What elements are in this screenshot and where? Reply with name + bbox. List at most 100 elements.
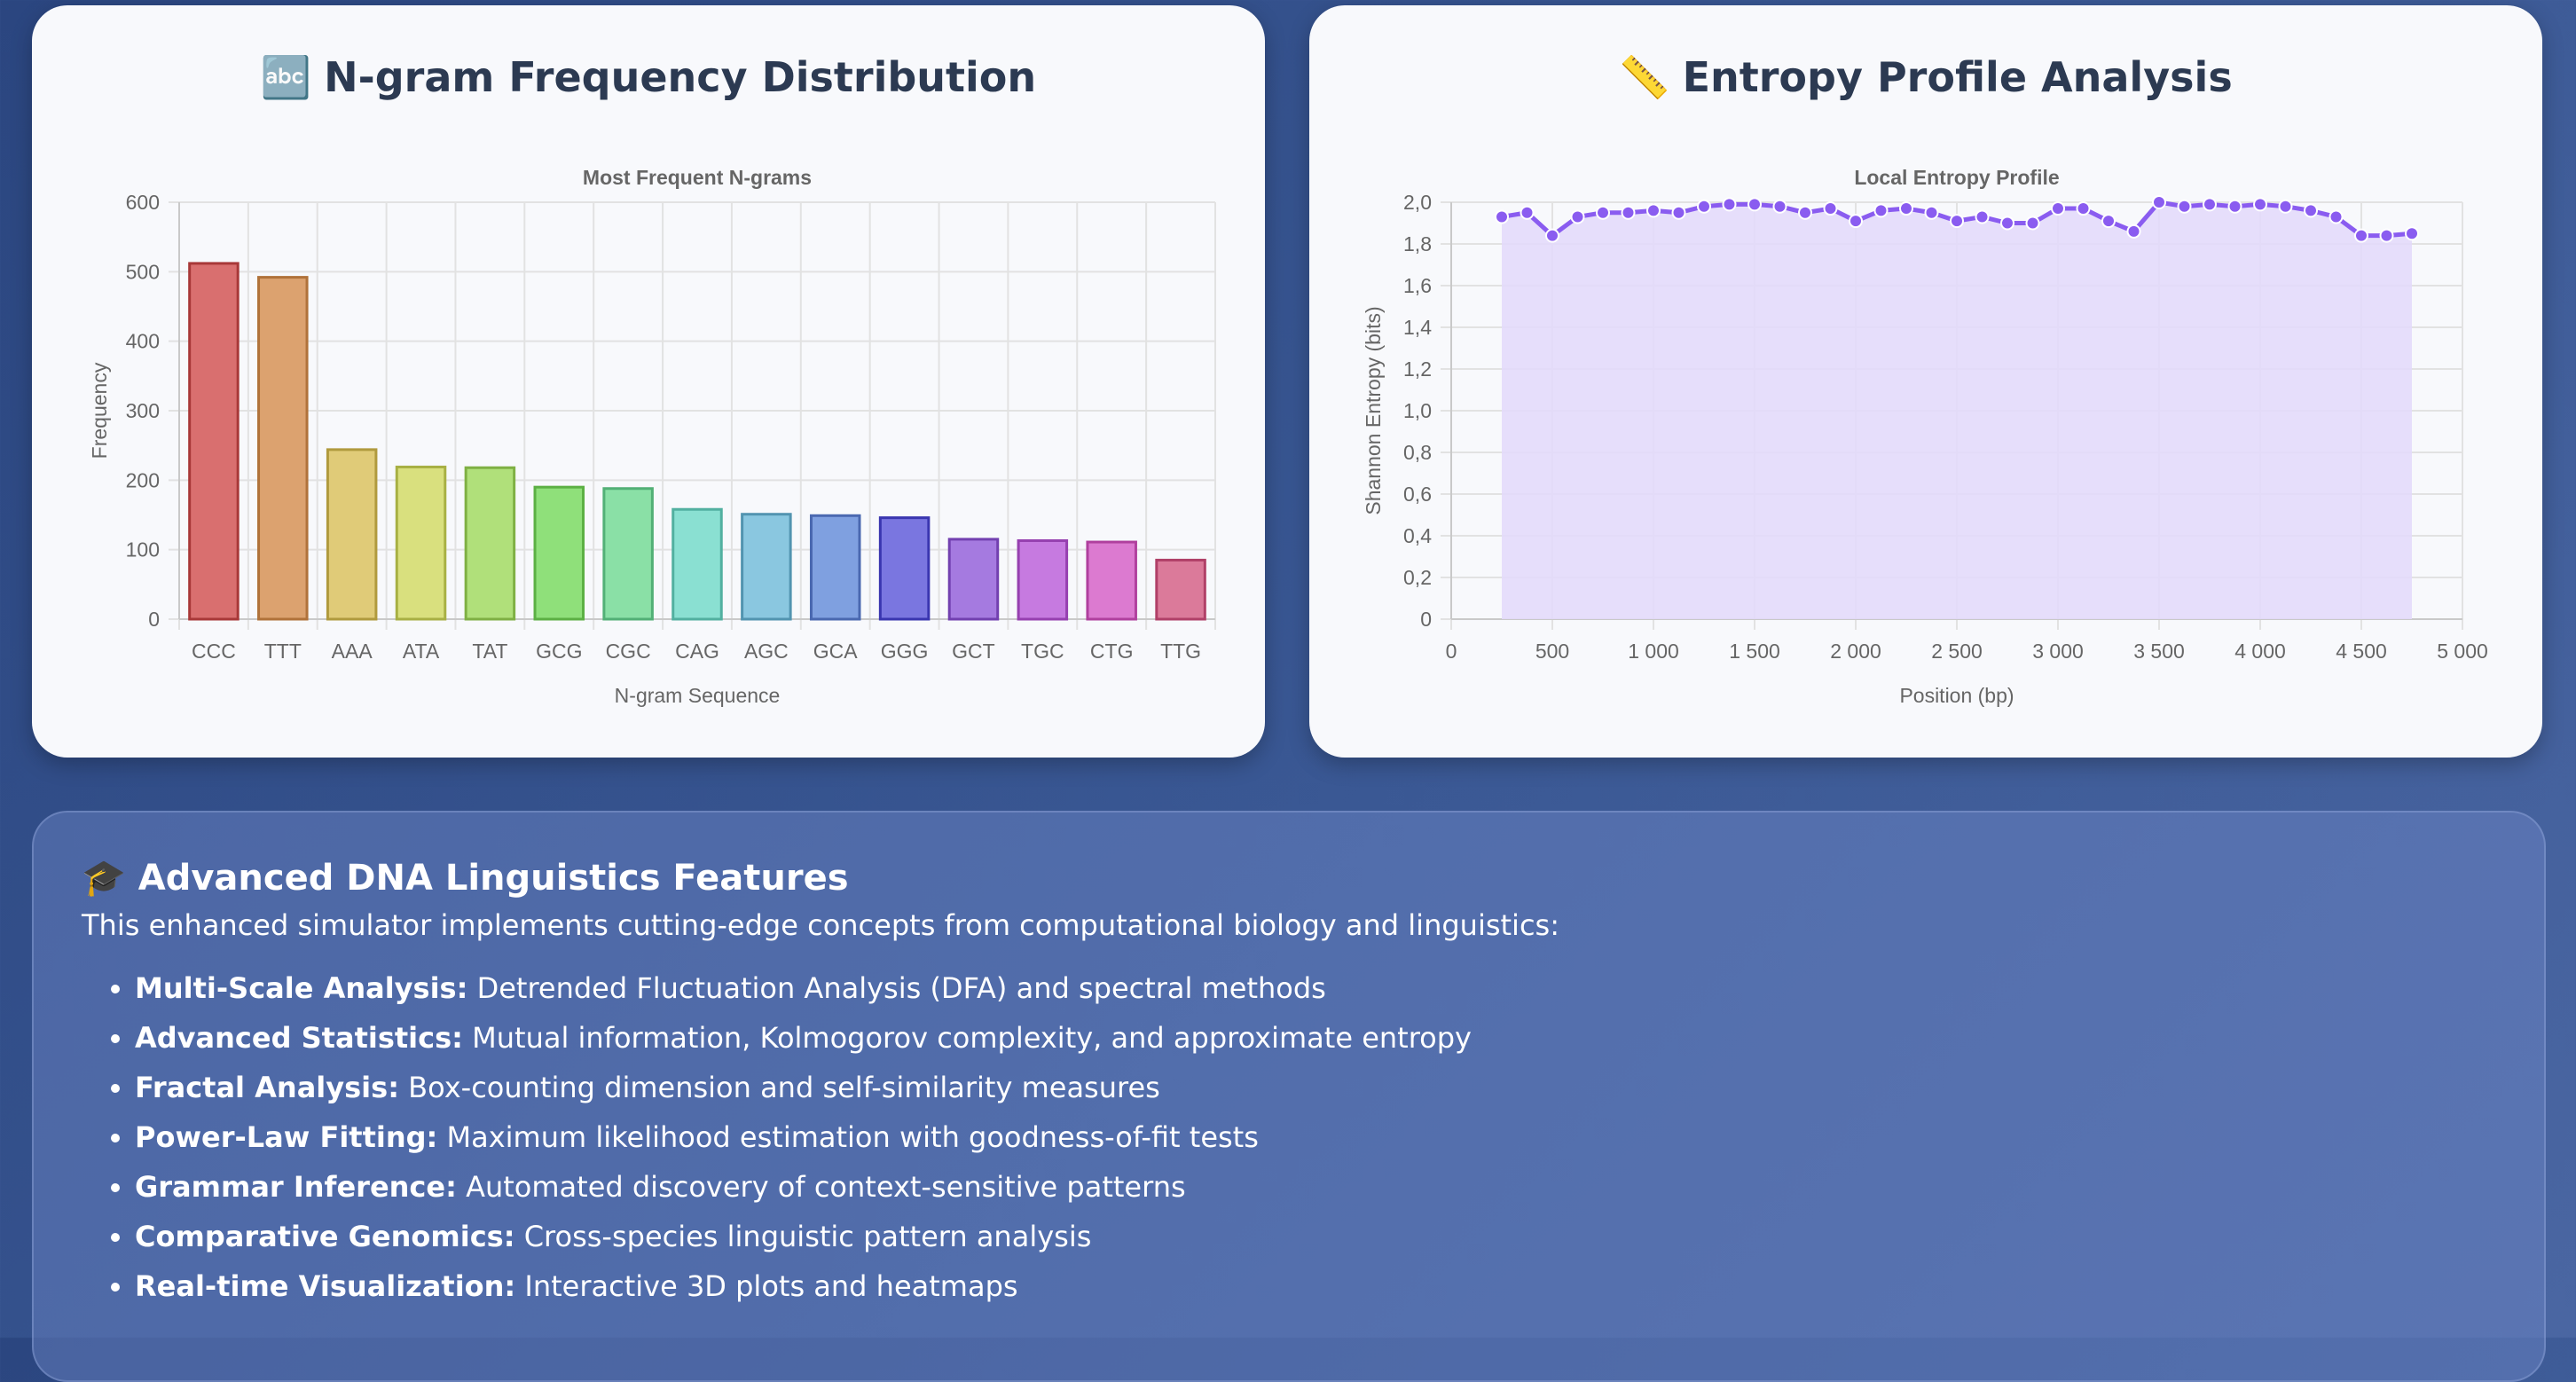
ngram-card-title: 🔤 N-gram Frequency Distribution xyxy=(32,53,1265,102)
x-tick-label: TTG xyxy=(1160,640,1201,663)
feature-item: Real-time Visualization: Interactive 3D … xyxy=(135,1261,1472,1311)
entropy-point xyxy=(2126,224,2141,239)
entropy-point xyxy=(1798,205,1812,220)
features-list: Multi-Scale Analysis: Detrended Fluctuat… xyxy=(83,963,1472,1311)
y-tick-label: 600 xyxy=(126,191,160,214)
x-tick-label: CGC xyxy=(606,640,651,663)
graduation-cap-icon: 🎓 xyxy=(82,858,126,899)
bar xyxy=(878,516,931,621)
bar xyxy=(1086,540,1137,621)
y-tick-label: 1,6 xyxy=(1403,274,1432,297)
entropy-point xyxy=(2177,199,2192,214)
feature-desc: Interactive 3D plots and heatmaps xyxy=(515,1269,1018,1303)
entropy-point xyxy=(2278,199,2293,214)
x-tick-label: 4 000 xyxy=(2234,640,2286,663)
x-tick-label: 3 000 xyxy=(2032,640,2084,663)
entropy-point xyxy=(1570,209,1585,224)
bar xyxy=(1155,558,1206,621)
entropy-point xyxy=(2253,197,2267,212)
entropy-area-fill xyxy=(1502,202,2412,619)
x-tick-label: 5 000 xyxy=(2437,640,2488,663)
feature-item: Multi-Scale Analysis: Detrended Fluctuat… xyxy=(135,963,1472,1013)
entropy-point xyxy=(1747,197,1762,212)
ngram-chart-card: 🔤 N-gram Frequency Distribution Most Freq… xyxy=(32,5,1265,758)
feature-desc: Box-counting dimension and self-similari… xyxy=(398,1071,1160,1104)
ngram-title-text: N-gram Frequency Distribution xyxy=(324,53,1037,101)
x-tick-label: TTT xyxy=(264,640,302,663)
y-tick-label: 1,8 xyxy=(1403,232,1432,255)
entropy-point xyxy=(2405,226,2419,241)
entropy-point xyxy=(1520,205,1535,220)
y-tick-label: 1,4 xyxy=(1403,316,1432,339)
y-tick-label: 400 xyxy=(126,330,160,353)
x-tick-label: TAT xyxy=(472,640,507,663)
bar xyxy=(947,538,1000,621)
entropy-point xyxy=(2304,203,2318,218)
entropy-line-chart[interactable]: Local Entropy Profile 0 0,2 0,4 0,6 0,8 1,0 1,2… xyxy=(1309,5,2542,758)
y-tick-label: 500 xyxy=(126,260,160,283)
x-tick-label: 0 xyxy=(1446,640,1457,663)
entropy-point xyxy=(2203,197,2217,212)
entropy-point xyxy=(2051,201,2065,216)
x-tick-label: 500 xyxy=(1535,640,1569,663)
entropy-point xyxy=(1671,205,1686,220)
features-heading: 🎓 Advanced DNA Linguistics Features xyxy=(82,857,849,899)
x-tick-label: CCC xyxy=(192,640,236,663)
feature-desc: Maximum likelihood estimation with goodn… xyxy=(437,1120,1259,1154)
feature-term: Fractal Analysis: xyxy=(135,1071,399,1104)
y-tick-label: 1,0 xyxy=(1403,399,1432,422)
y-tick-label: 2,0 xyxy=(1403,191,1432,214)
x-tick-label: GCA xyxy=(813,640,859,663)
entropy-point xyxy=(2000,216,2014,231)
entropy-point xyxy=(1950,214,1964,229)
x-tick-label: CTG xyxy=(1090,640,1134,663)
entropy-point xyxy=(2025,216,2040,231)
abc-icon: 🔤 xyxy=(260,53,312,101)
x-tick-label: 4 500 xyxy=(2336,640,2387,663)
x-tick-label: GCG xyxy=(536,640,582,663)
feature-desc: Detrended Fluctuation Analysis (DFA) and… xyxy=(467,971,1326,1005)
bar xyxy=(602,487,654,621)
entropy-point xyxy=(1873,203,1889,218)
entropy-point xyxy=(1545,228,1559,243)
entropy-point xyxy=(2076,201,2091,216)
entropy-point xyxy=(1899,201,1913,216)
entropy-point xyxy=(2354,228,2368,243)
x-tick-label: ATA xyxy=(403,640,440,663)
chart-title: Local Entropy Profile xyxy=(1854,166,2059,189)
y-tick-label: 200 xyxy=(126,468,160,491)
y-tick-label: 300 xyxy=(126,399,160,422)
features-panel: 🎓 Advanced DNA Linguistics Features This… xyxy=(32,811,2546,1382)
entropy-card-title: 📏 Entropy Profile Analysis xyxy=(1309,53,2542,102)
chart-title: Most Frequent N-grams xyxy=(583,166,812,189)
feature-item: Grammar Inference: Automated discovery o… xyxy=(135,1162,1472,1212)
feature-term: Real-time Visualization: xyxy=(135,1269,516,1303)
entropy-point xyxy=(1646,203,1661,218)
bar xyxy=(464,466,516,621)
features-intro: This enhanced simulator implements cutti… xyxy=(82,908,1559,942)
x-tick-label: 2 500 xyxy=(1931,640,1983,663)
feature-item: Advanced Statistics: Mutual information,… xyxy=(135,1013,1472,1063)
y-tick-label: 0,8 xyxy=(1403,441,1432,464)
feature-item: Comparative Genomics: Cross-species ling… xyxy=(135,1212,1472,1261)
feature-desc: Cross-species linguistic pattern analysi… xyxy=(514,1220,1092,1253)
bar xyxy=(188,262,240,621)
entropy-point xyxy=(2227,199,2242,214)
y-axis-title: Shannon Entropy (bits) xyxy=(1362,306,1385,514)
x-tick-label: TGC xyxy=(1021,640,1064,663)
feature-desc: Automated discovery of context-sensitive… xyxy=(456,1170,1186,1204)
ngram-bar-chart[interactable]: Most Frequent N-grams 0 100 200 300 400 500 600… xyxy=(32,5,1265,758)
x-tick-label: AAA xyxy=(332,640,373,663)
ruler-icon: 📏 xyxy=(1619,53,1670,101)
y-tick-label: 100 xyxy=(126,538,160,561)
feature-desc: Mutual information, Kolmogorov complexit… xyxy=(462,1021,1472,1055)
feature-term: Grammar Inference: xyxy=(135,1170,457,1204)
x-tick-label: 1 500 xyxy=(1729,640,1780,663)
entropy-point xyxy=(1924,205,1939,220)
y-axis-title: Frequency xyxy=(88,362,111,459)
bar xyxy=(533,485,585,621)
bar xyxy=(809,514,861,621)
entropy-point xyxy=(1697,199,1711,214)
y-tick-label: 0,6 xyxy=(1403,483,1432,506)
x-tick-label: 2 000 xyxy=(1830,640,1881,663)
